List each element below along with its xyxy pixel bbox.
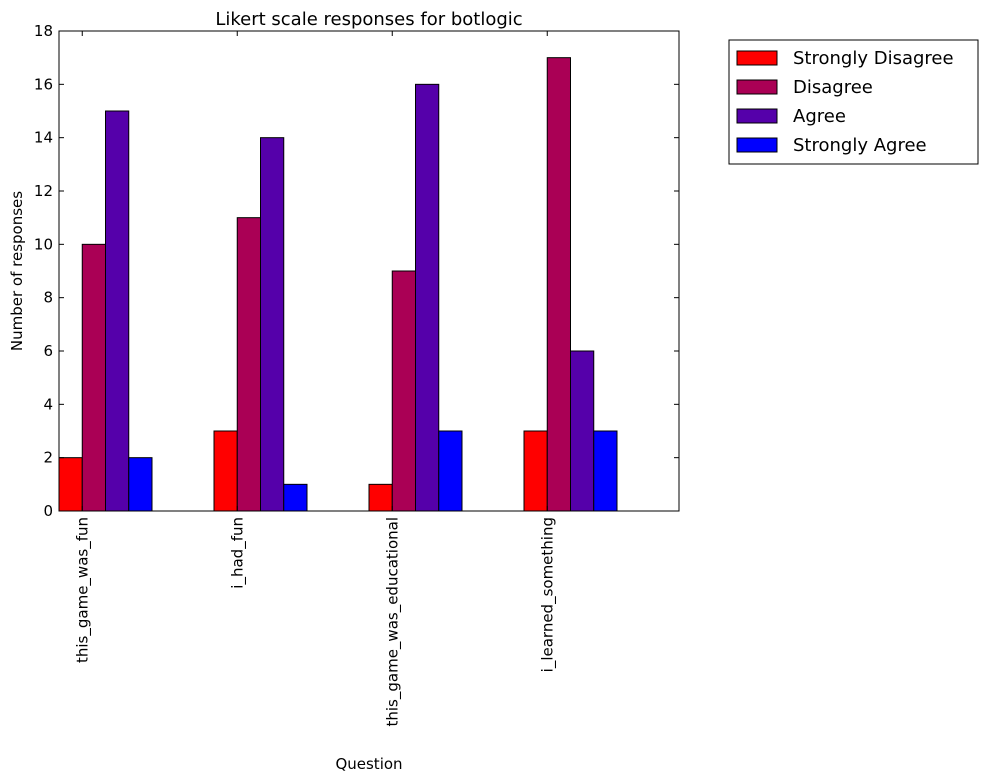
y-tick-label-8: 8 xyxy=(43,289,53,307)
bar-strongly-disagree-i_had_fun xyxy=(213,430,238,512)
bar-agree-this_game_was_fun xyxy=(105,110,130,512)
legend-label-disagree: Disagree xyxy=(793,77,873,98)
bar-strongly-agree-i_learned_something xyxy=(593,430,618,512)
y-tick-label-16: 16 xyxy=(34,75,53,93)
x-axis-ticks: this_game_was_fun i_had_fun this_game_was_… xyxy=(73,31,557,727)
legend-label-strongly-disagree: Strongly Disagree xyxy=(793,48,954,69)
legend-label-agree: Agree xyxy=(793,106,846,127)
bars-layer xyxy=(58,57,618,512)
x-tick-label-this_game_was_fun: this_game_was_fun xyxy=(73,517,92,663)
y-axis-ticks: 0 2 4 6 8 10 12 14 16 18 xyxy=(34,22,679,520)
bar-agree-this_game_was_educational xyxy=(415,83,440,512)
bar-agree-i_had_fun xyxy=(260,137,285,512)
y-axis-label: Number of responses xyxy=(8,191,26,351)
legend-swatch-disagree xyxy=(736,79,778,95)
x-tick-label-this_game_was_educational: this_game_was_educational xyxy=(383,517,402,727)
y-tick-label-2: 2 xyxy=(43,449,53,467)
x-tick-label-i_learned_something: i_learned_something xyxy=(538,517,557,672)
legend-label-strongly-agree: Strongly Agree xyxy=(793,135,927,156)
y-tick-label-10: 10 xyxy=(34,235,53,253)
y-tick-label-12: 12 xyxy=(34,182,53,200)
x-tick-label-i_had_fun: i_had_fun xyxy=(228,517,247,589)
plot-frame xyxy=(58,30,680,512)
legend-swatch-strongly-disagree xyxy=(736,50,778,66)
y-tick-label-14: 14 xyxy=(34,129,53,147)
bar-strongly-disagree-this_game_was_fun xyxy=(58,457,83,512)
x-axis-label: Question xyxy=(335,755,402,773)
bar-disagree-this_game_was_educational xyxy=(391,270,416,512)
legend-swatch-strongly-agree xyxy=(736,137,778,153)
bar-strongly-disagree-this_game_was_educational xyxy=(368,483,393,512)
legend: Strongly Disagree Disagree Agree Strongly A… xyxy=(728,39,979,165)
bar-agree-i_learned_something xyxy=(570,350,595,512)
bar-disagree-i_had_fun xyxy=(236,217,261,512)
bar-strongly-agree-this_game_was_educational xyxy=(438,430,463,512)
chart-title: Likert scale responses for botlogic xyxy=(215,9,522,30)
y-tick-label-18: 18 xyxy=(34,22,53,40)
bar-disagree-i_learned_something xyxy=(546,57,571,512)
bar-strongly-disagree-i_learned_something xyxy=(523,430,548,512)
y-tick-label-0: 0 xyxy=(43,502,53,520)
bar-disagree-this_game_was_fun xyxy=(81,243,106,512)
legend-swatch-agree xyxy=(736,108,778,124)
bar-strongly-agree-this_game_was_fun xyxy=(128,457,153,512)
y-tick-label-4: 4 xyxy=(43,395,53,413)
bar-strongly-agree-i_had_fun xyxy=(283,483,308,512)
y-tick-label-6: 6 xyxy=(43,342,53,360)
